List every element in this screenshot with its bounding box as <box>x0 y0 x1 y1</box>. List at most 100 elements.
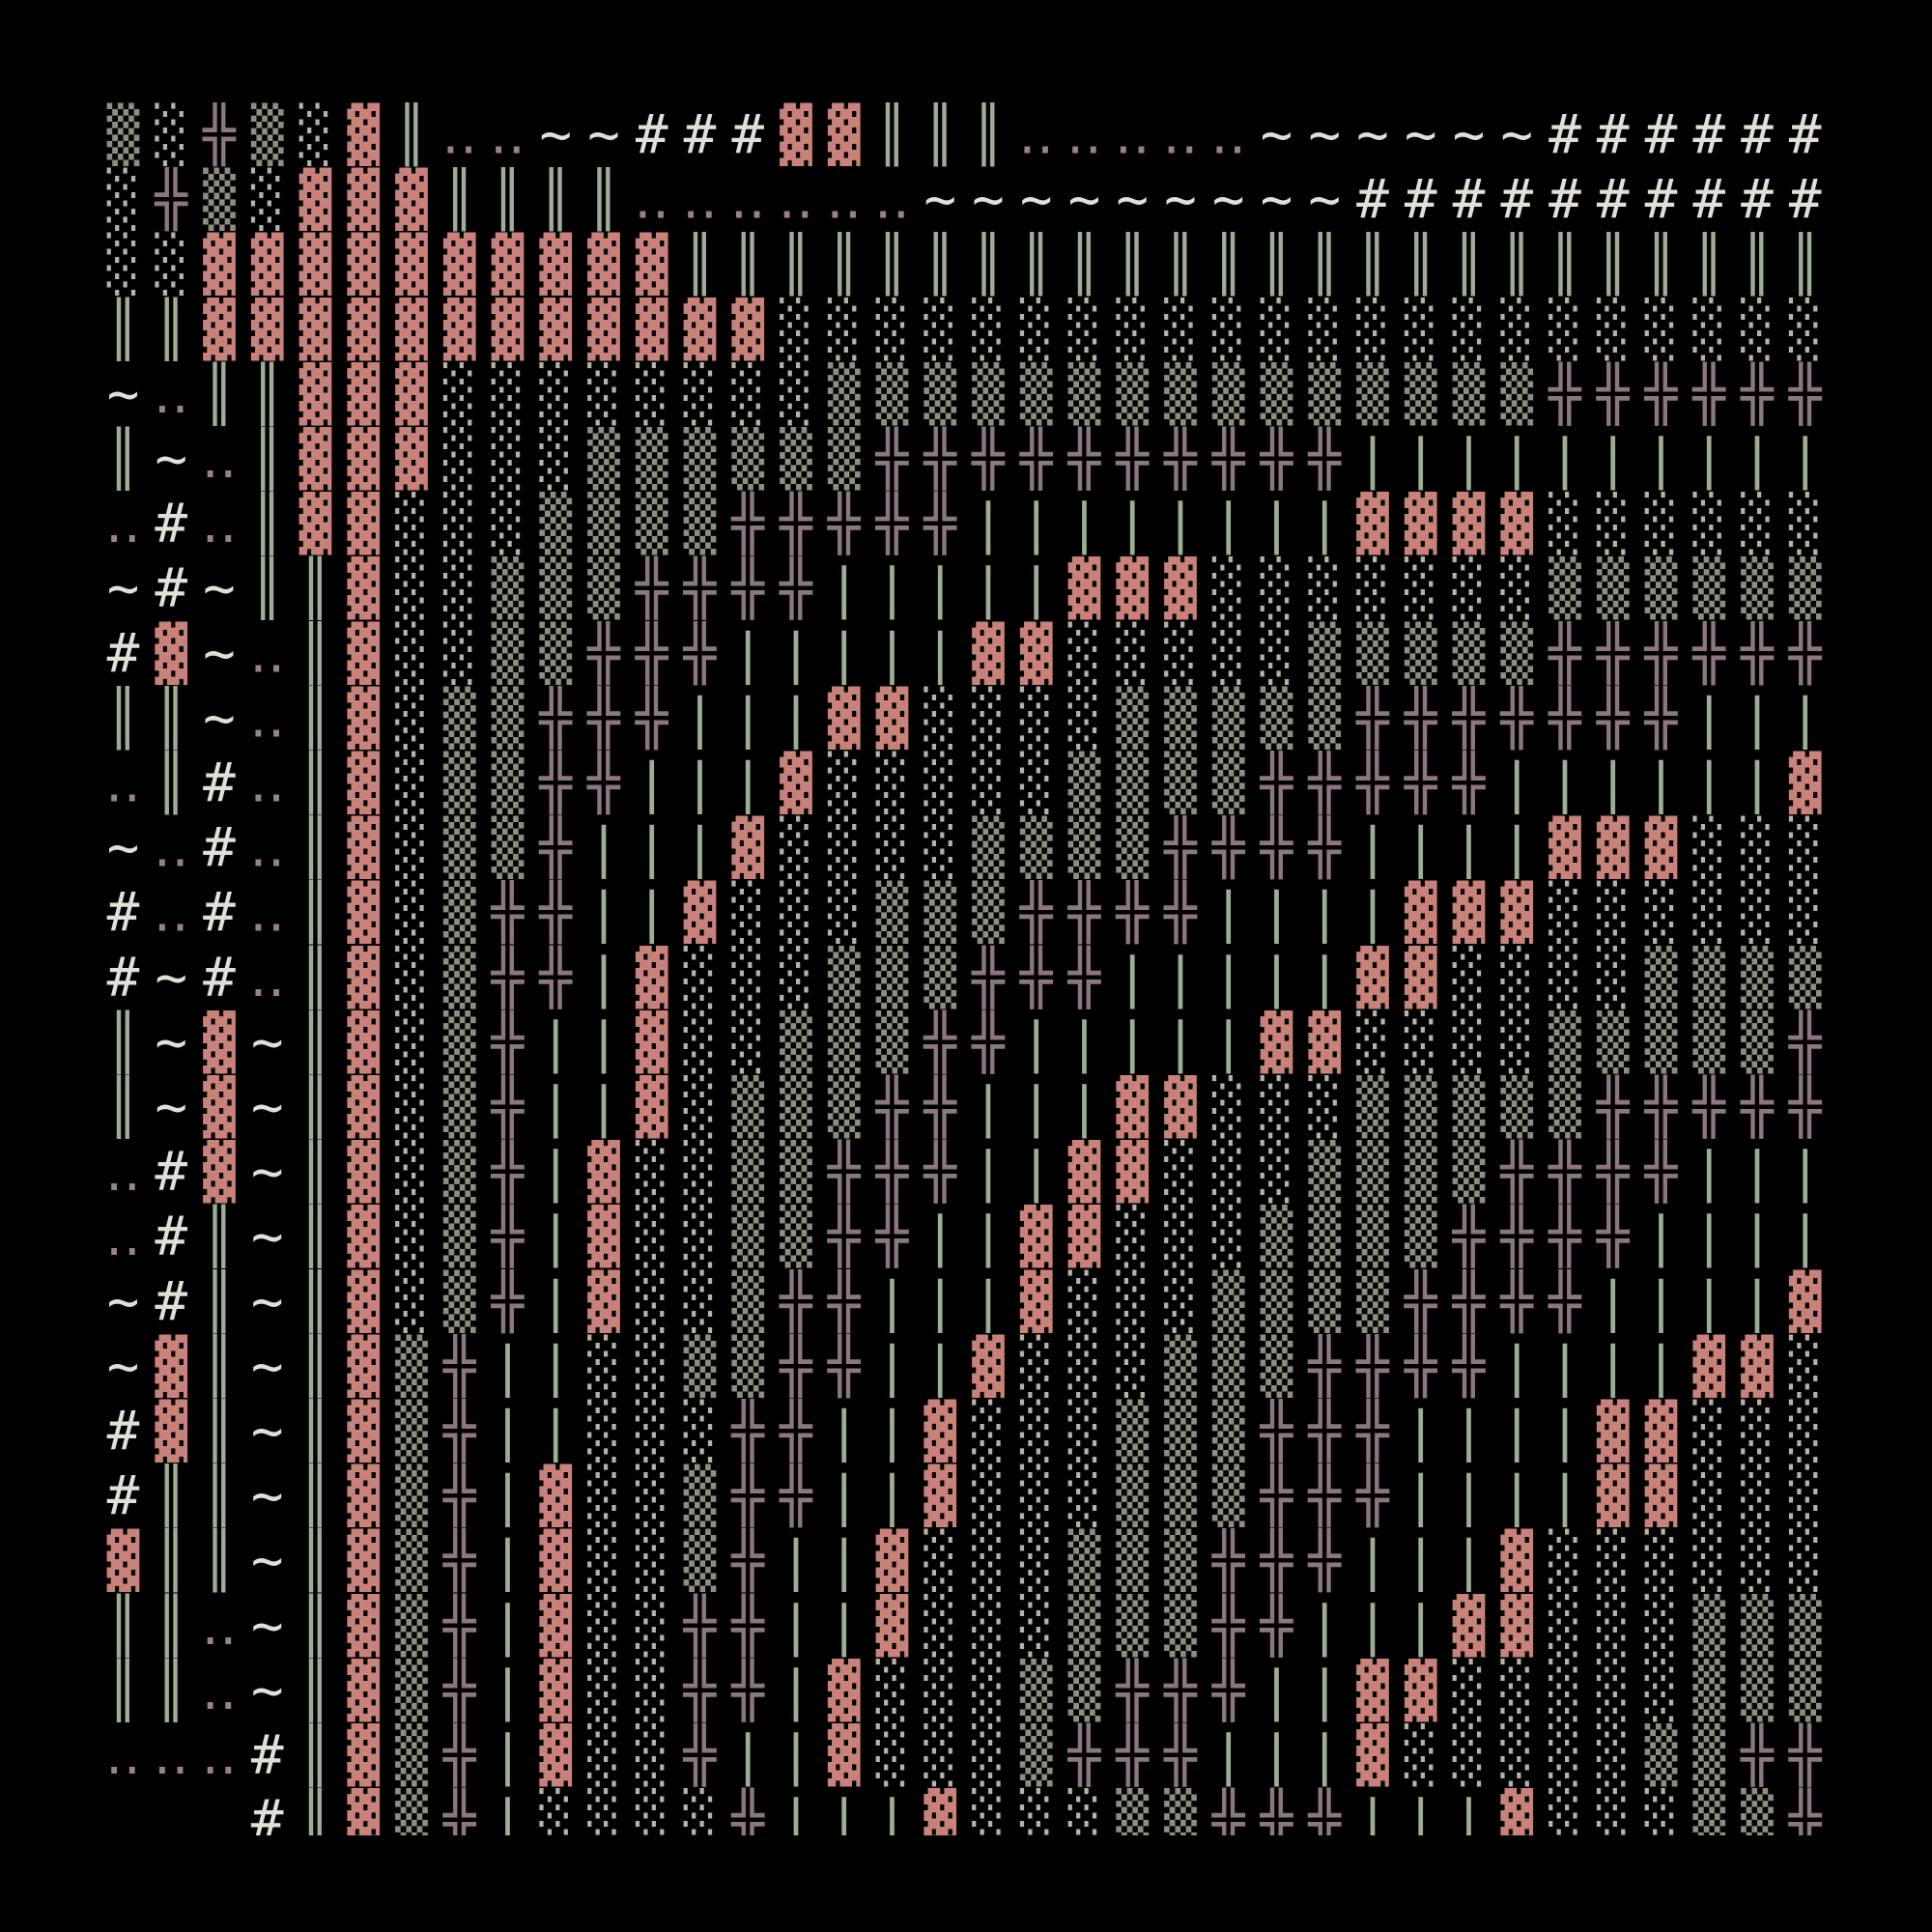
glyph: ▓ <box>347 1788 380 1852</box>
glyph: ╬ <box>1163 880 1198 945</box>
glyph: ░ <box>587 1788 620 1852</box>
glyph: ▓ <box>299 233 332 297</box>
glyph: ‥ <box>730 169 766 232</box>
glyph: ╬ <box>635 620 669 685</box>
glyph: ▓ <box>539 1464 572 1528</box>
glyph: | <box>539 1270 572 1333</box>
glyph: ╬ <box>730 1658 765 1722</box>
glyph: | <box>636 882 668 945</box>
glyph: ╬ <box>1740 620 1775 685</box>
glyph: ▒ <box>684 1463 717 1528</box>
glyph: | <box>1356 817 1389 880</box>
glyph: ▓ <box>347 1075 380 1139</box>
glyph: ▒ <box>1645 555 1678 620</box>
glyph: ▒ <box>1548 555 1581 620</box>
glyph: ▒ <box>780 426 812 491</box>
glyph: ▓ <box>1645 1464 1678 1528</box>
glyph: ╬ <box>1307 1399 1342 1463</box>
glyph: ╬ <box>538 751 573 815</box>
glyph: ▒ <box>876 361 909 426</box>
glyph: ▓ <box>1597 816 1630 880</box>
glyph: ╬ <box>586 751 621 815</box>
glyph: ▒ <box>395 1333 428 1398</box>
glyph: ~ <box>251 1595 284 1658</box>
glyph: ▒ <box>828 1074 861 1139</box>
glyph: ▒ <box>1212 1268 1245 1333</box>
glyph: ~ <box>107 817 140 880</box>
glyph: ░ <box>1308 556 1341 620</box>
glyph: # <box>731 104 764 167</box>
glyph: ░ <box>1020 1464 1053 1528</box>
glyph: ░ <box>1692 1464 1725 1528</box>
glyph: ~ <box>203 622 236 685</box>
glyph: ║ <box>299 1333 332 1398</box>
glyph: ░ <box>395 881 428 945</box>
glyph: ╬ <box>875 491 910 555</box>
glyph: ▒ <box>1164 751 1197 815</box>
glyph: | <box>1212 493 1245 555</box>
glyph: ░ <box>492 492 525 555</box>
glyph: | <box>1741 687 1774 750</box>
glyph: ‥ <box>826 169 862 232</box>
glyph: ▓ <box>828 1659 861 1722</box>
glyph: ▒ <box>1068 815 1101 880</box>
glyph: | <box>1500 1465 1533 1528</box>
glyph: | <box>1164 493 1197 555</box>
glyph: ║ <box>203 1333 236 1398</box>
glyph: ║ <box>299 1722 332 1787</box>
glyph: | <box>1548 1401 1581 1463</box>
glyph: ▓ <box>1692 1334 1725 1398</box>
glyph: # <box>1548 104 1581 167</box>
glyph: ~ <box>1261 169 1293 232</box>
glyph: | <box>1405 1595 1437 1658</box>
glyph: | <box>1789 428 1822 491</box>
glyph: | <box>1116 947 1149 1009</box>
glyph: ░ <box>1261 298 1293 361</box>
glyph: ╬ <box>1499 685 1534 750</box>
glyph: ╬ <box>1452 1333 1487 1398</box>
glyph: ╬ <box>1307 1787 1342 1852</box>
glyph: | <box>587 1076 620 1139</box>
glyph: ▓ <box>636 946 668 1009</box>
glyph: ▓ <box>876 1529 909 1593</box>
glyph: ▒ <box>1453 1074 1486 1139</box>
glyph: | <box>1356 882 1389 945</box>
glyph: ▒ <box>1308 685 1341 750</box>
glyph: ░ <box>1212 556 1245 620</box>
glyph: ╬ <box>1548 1268 1582 1333</box>
glyph: ╬ <box>1691 1074 1726 1139</box>
glyph: | <box>1453 1465 1486 1528</box>
glyph: ░ <box>1645 1788 1678 1852</box>
glyph: ~ <box>1405 104 1437 167</box>
glyph: ▓ <box>155 1334 187 1398</box>
glyph: ‥ <box>201 1595 237 1658</box>
glyph: ║ <box>107 1074 140 1139</box>
glyph: ▒ <box>1212 1463 1245 1528</box>
glyph: ░ <box>1164 1205 1197 1268</box>
glyph: ░ <box>1212 298 1245 361</box>
glyph: ▓ <box>1500 1594 1533 1658</box>
glyph: ▒ <box>1308 620 1341 685</box>
glyph: ▒ <box>684 491 717 555</box>
glyph: | <box>1308 1660 1341 1722</box>
glyph: ╬ <box>1307 1528 1342 1593</box>
glyph: | <box>1261 1660 1293 1722</box>
glyph: ▓ <box>395 168 428 232</box>
glyph: ~ <box>251 1465 284 1528</box>
glyph: | <box>1692 687 1725 750</box>
glyph: # <box>636 104 668 167</box>
glyph: ▒ <box>972 815 1005 880</box>
glyph: ║ <box>1116 232 1149 297</box>
glyph: ‥ <box>249 622 285 685</box>
glyph: ▓ <box>1453 881 1486 945</box>
glyph: ║ <box>203 1204 236 1268</box>
glyph: ╬ <box>1788 1787 1823 1852</box>
glyph: ▒ <box>443 945 476 1009</box>
glyph: ▒ <box>780 1139 812 1204</box>
glyph: ▓ <box>684 298 717 361</box>
glyph: ░ <box>923 1529 956 1593</box>
glyph: ░ <box>636 1723 668 1787</box>
glyph: ░ <box>1597 1788 1630 1852</box>
glyph: ░ <box>587 1723 620 1787</box>
